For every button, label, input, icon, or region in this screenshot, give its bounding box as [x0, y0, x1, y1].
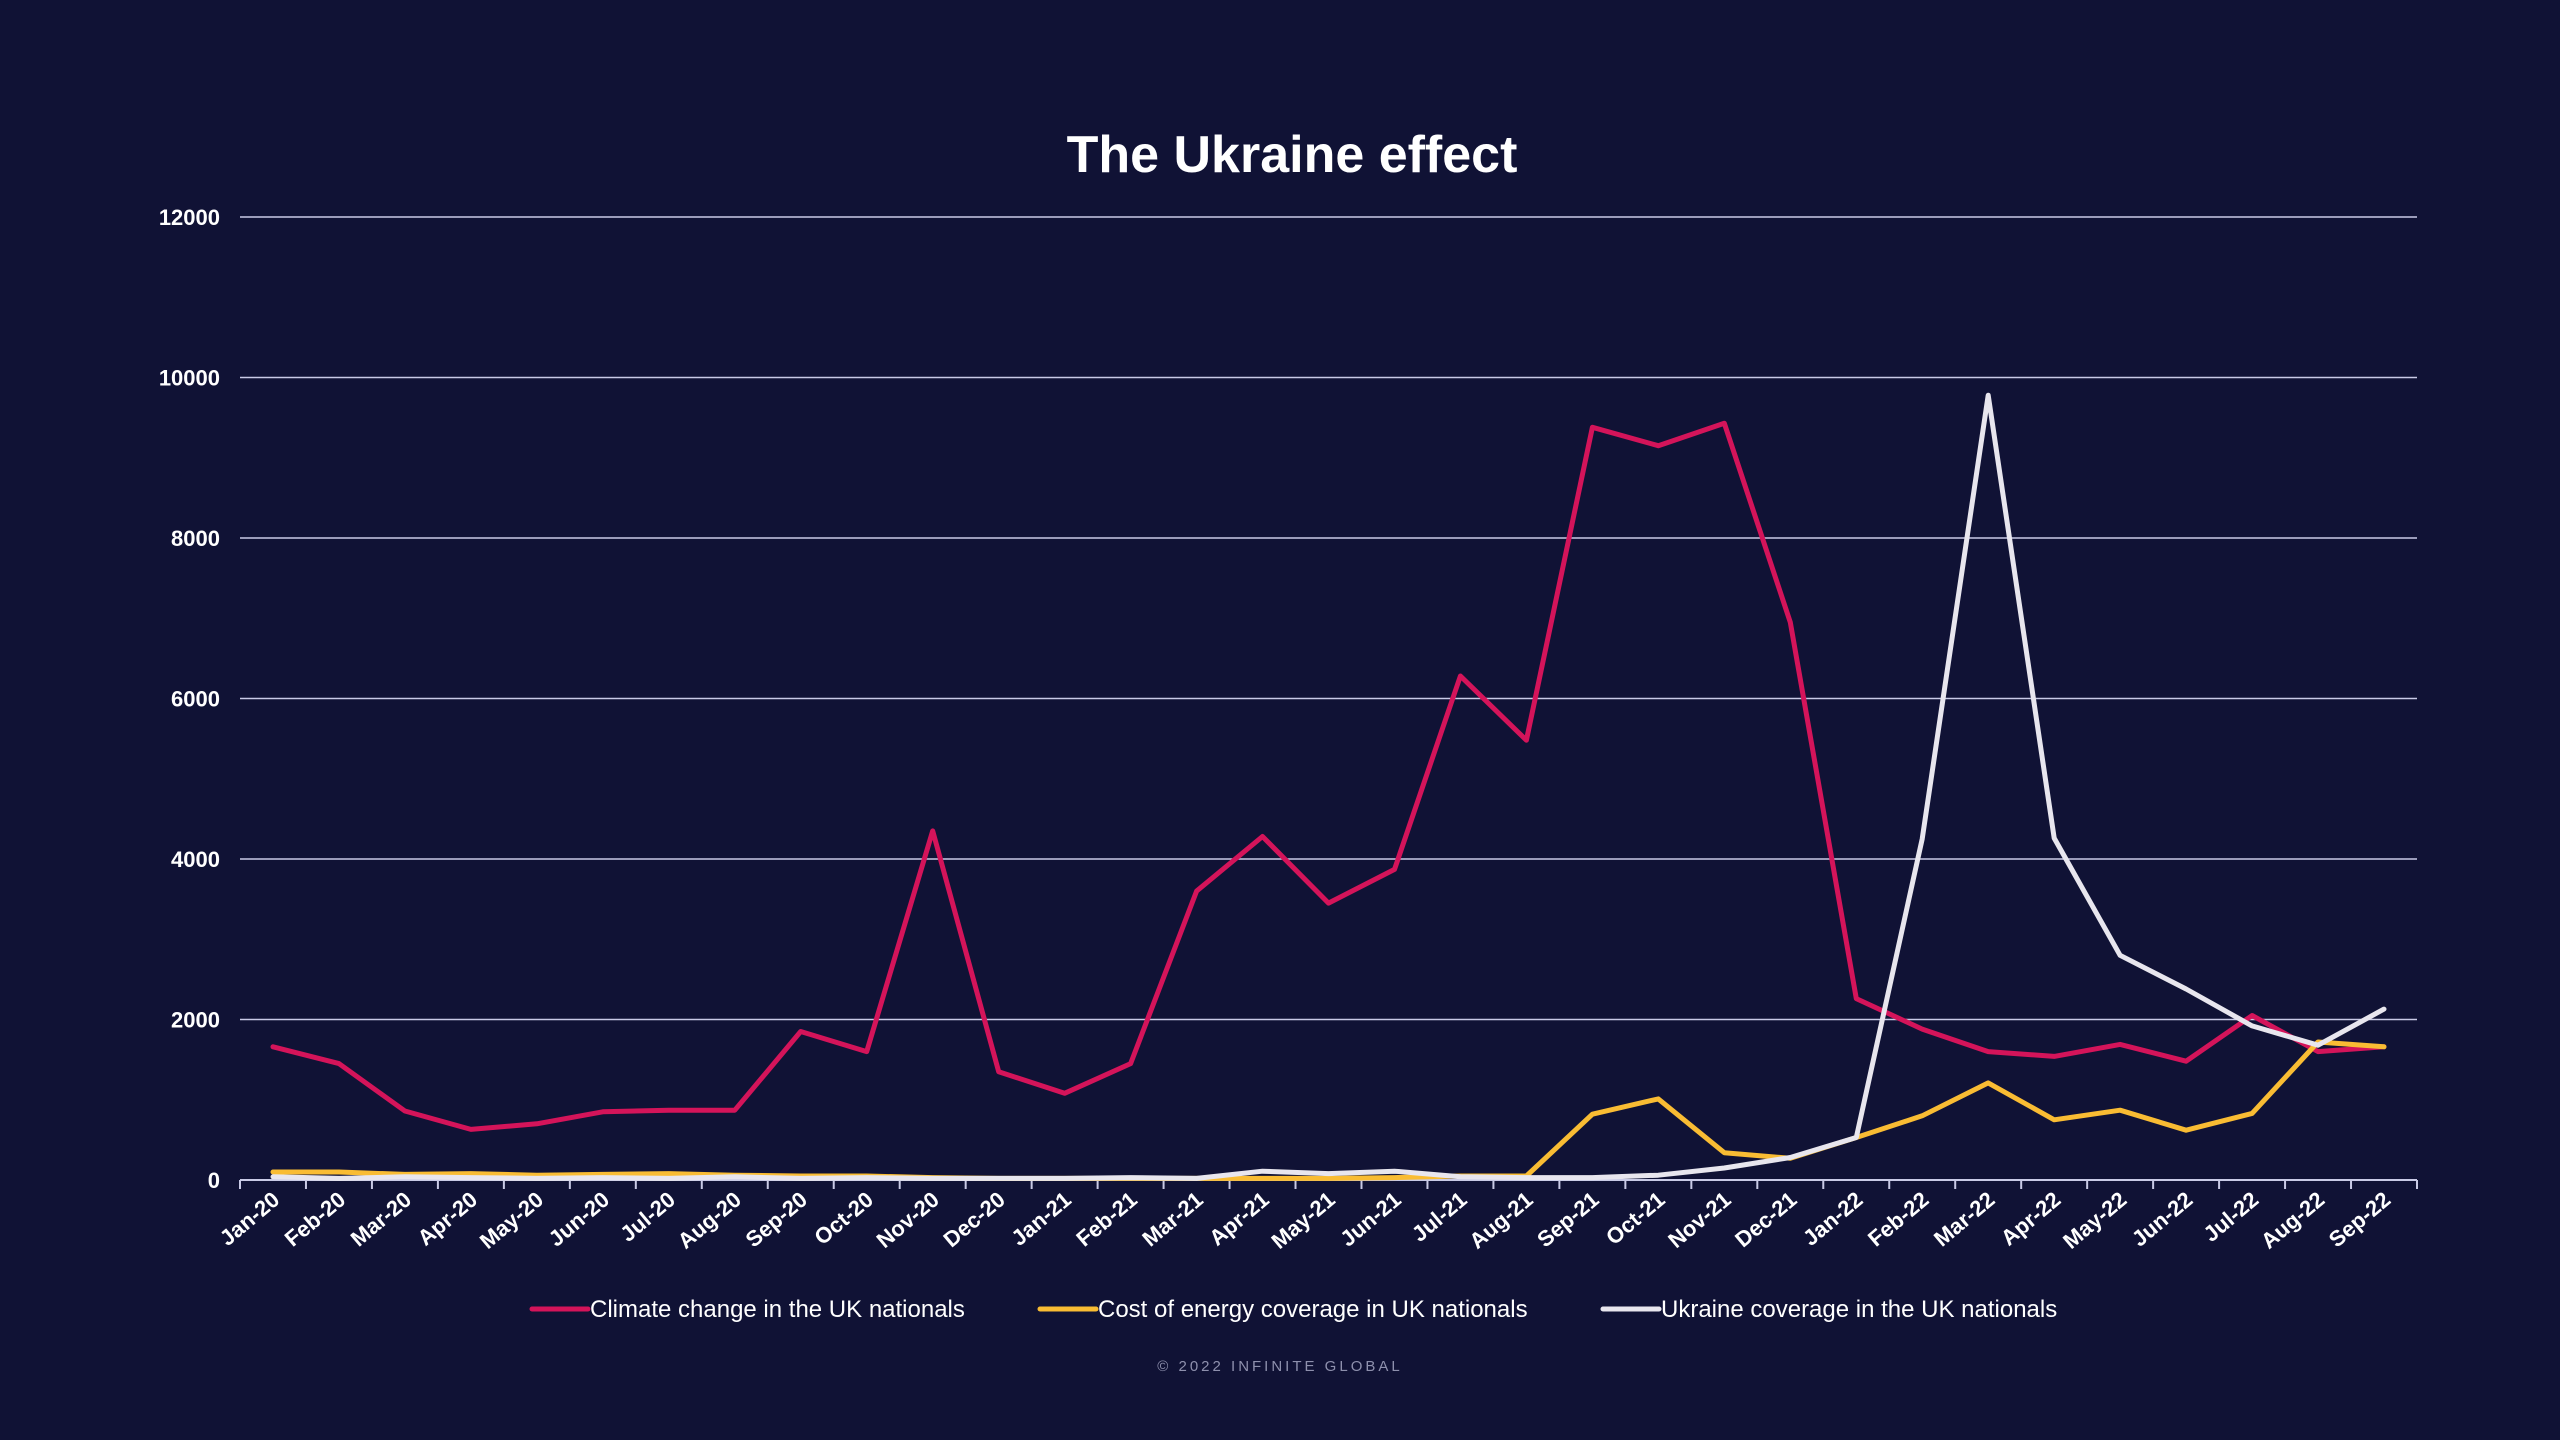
x-tick-label: Apr-22 [1996, 1187, 2065, 1251]
series-lines [270, 392, 2387, 1181]
series-line-1 [270, 1039, 2387, 1181]
x-tick-label: May-22 [2058, 1187, 2131, 1254]
x-tick-label: Dec-21 [1730, 1187, 1801, 1253]
y-tick-label: 6000 [171, 687, 220, 712]
grid-lines [240, 216, 2417, 1021]
x-tick-label: Jul-20 [615, 1187, 680, 1247]
x-tick-label: Dec-20 [939, 1187, 1010, 1253]
y-tick-label: 2000 [171, 1008, 220, 1033]
x-tick-label: Aug-20 [673, 1187, 746, 1254]
x-axis [239, 1179, 2418, 1189]
x-tick-label: Oct-20 [809, 1187, 878, 1250]
chart-title: The Ukraine effect [1067, 126, 1518, 184]
x-tick-label: Jun-21 [1335, 1187, 1405, 1252]
x-tick-label: Jul-22 [2199, 1187, 2264, 1247]
y-tick-label: 12000 [159, 205, 220, 230]
x-tick-label: May-21 [1267, 1187, 1340, 1254]
y-tick-label: 4000 [171, 847, 220, 872]
x-tick-label: Sep-21 [1532, 1187, 1603, 1253]
x-tick-label: Jul-21 [1407, 1187, 1472, 1247]
legend-label: Cost of energy coverage in UK nationals [1098, 1296, 1528, 1323]
y-axis-ticks: 0 2000 4000 6000 8000 10000 12000 [159, 205, 220, 1193]
x-tick-label: Jan-22 [1798, 1187, 1867, 1251]
series-line-0 [270, 420, 2387, 1132]
x-tick-label: Aug-21 [1464, 1187, 1537, 1254]
x-tick-label: Jan-20 [215, 1187, 284, 1251]
x-tick-label: Feb-20 [280, 1187, 350, 1252]
x-tick-label: Mar-22 [1929, 1187, 1999, 1252]
x-tick-label: Apr-20 [413, 1187, 482, 1251]
x-tick-label: Feb-21 [1071, 1187, 1141, 1252]
x-tick-label: Sep-22 [2324, 1187, 2395, 1253]
x-tick-label: Sep-20 [741, 1187, 812, 1253]
y-tick-label: 10000 [159, 366, 220, 391]
x-tick-label: Mar-20 [346, 1187, 416, 1252]
x-tick-label: Jan-21 [1006, 1187, 1075, 1251]
series-line-2 [270, 392, 2387, 1181]
x-tick-label: Nov-21 [1663, 1187, 1735, 1253]
copyright-text: © 2022 INFINITE GLOBAL [1157, 1358, 1402, 1375]
x-tick-label: Nov-20 [872, 1187, 944, 1253]
x-tick-label: Aug-22 [2256, 1187, 2329, 1254]
legend-label: Climate change in the UK nationals [590, 1296, 965, 1323]
y-tick-label: 0 [208, 1168, 220, 1193]
legend: Climate change in the UK nationals Cost o… [529, 1296, 2057, 1323]
x-tick-label: Jun-22 [2127, 1187, 2197, 1252]
y-tick-label: 8000 [171, 526, 220, 551]
x-tick-label: Apr-21 [1204, 1187, 1273, 1251]
x-tick-label: Mar-21 [1137, 1187, 1207, 1252]
x-tick-label: Feb-22 [1863, 1187, 1933, 1252]
x-tick-label: Oct-21 [1601, 1187, 1670, 1250]
x-tick-label: Jun-20 [544, 1187, 614, 1252]
x-tick-label: May-20 [475, 1187, 548, 1254]
legend-label: Ukraine coverage in the UK nationals [1661, 1296, 2057, 1323]
